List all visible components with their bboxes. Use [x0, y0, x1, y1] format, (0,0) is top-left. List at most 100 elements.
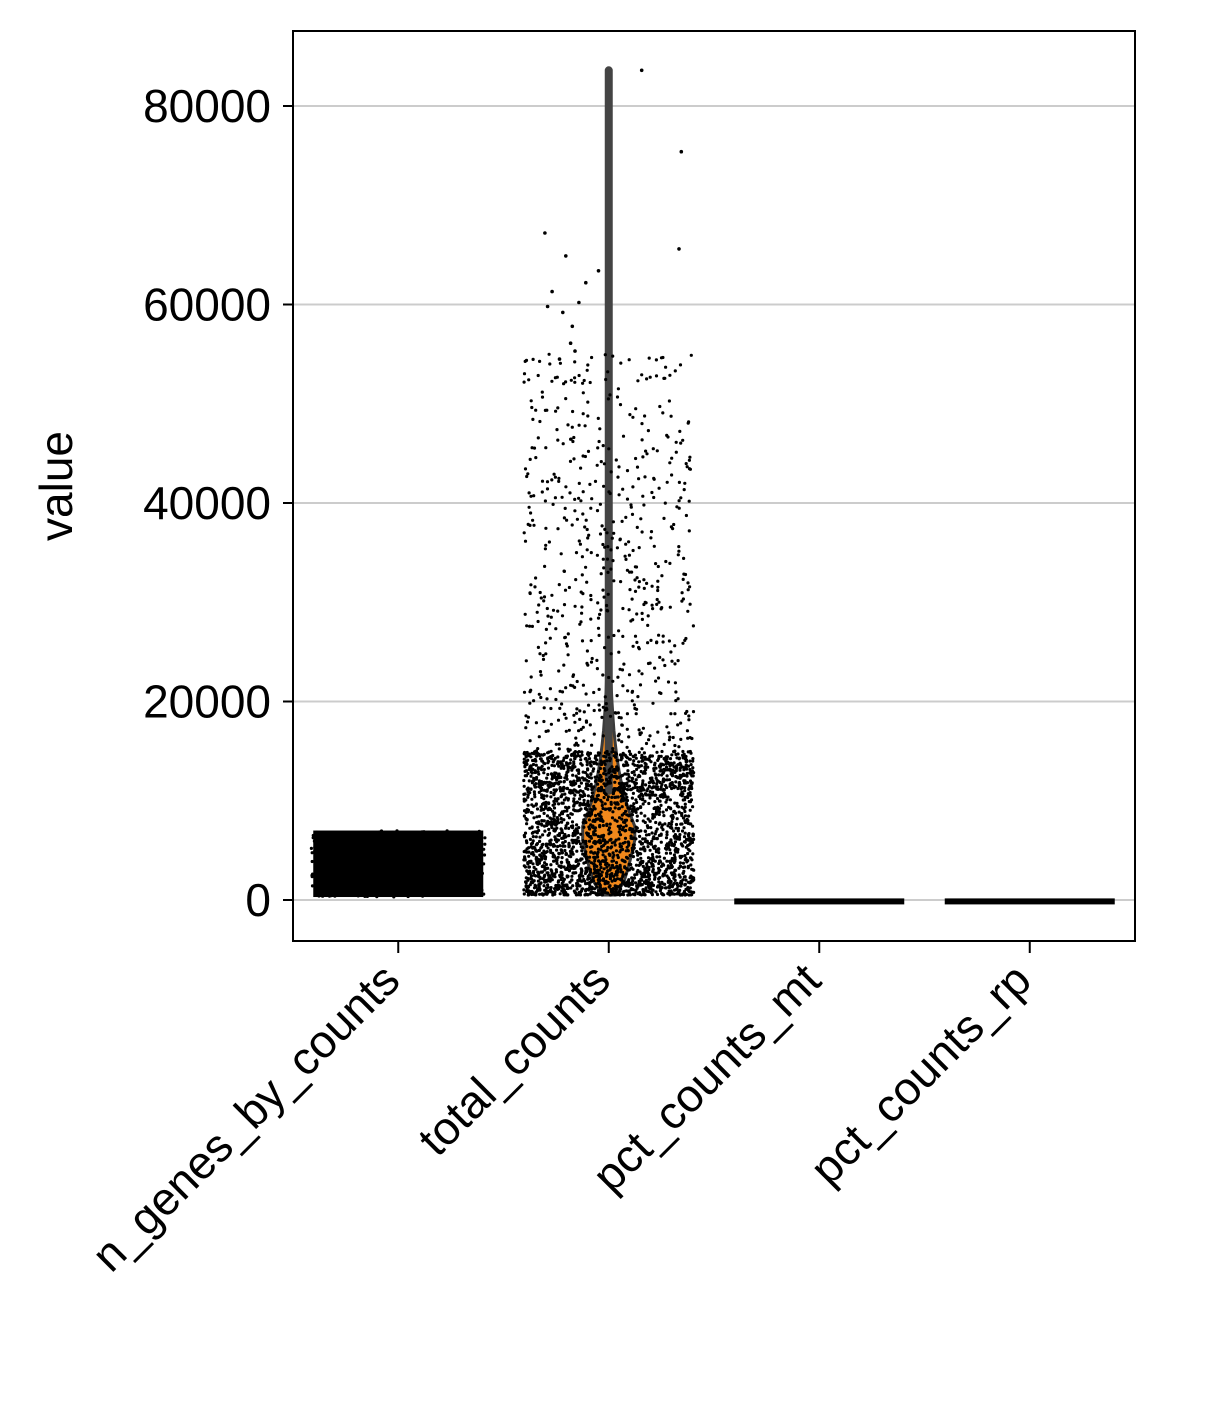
data-point	[670, 771, 674, 776]
data-point	[586, 768, 590, 772]
data-point	[652, 495, 656, 500]
data-point	[647, 833, 651, 837]
data-point	[655, 827, 659, 831]
data-point	[447, 875, 451, 879]
data-point	[564, 796, 568, 800]
data-point	[691, 710, 696, 714]
data-point	[659, 832, 663, 836]
data-point	[323, 864, 327, 868]
data-point	[580, 555, 585, 559]
data-point	[343, 879, 348, 884]
data-point	[397, 870, 401, 874]
data-point	[590, 497, 594, 501]
data-point	[667, 762, 671, 766]
data-point	[371, 842, 375, 846]
data-point	[536, 767, 541, 771]
data-point	[626, 772, 630, 776]
data-point	[683, 802, 687, 806]
data-point	[527, 505, 531, 509]
data-point	[430, 857, 434, 861]
data-point	[643, 837, 647, 841]
data-point	[599, 841, 603, 845]
data-point	[643, 600, 647, 604]
data-point	[573, 829, 577, 833]
data-point	[684, 760, 688, 764]
data-point	[635, 576, 639, 580]
outlier-point	[577, 300, 581, 305]
data-point	[642, 751, 647, 755]
data-point	[686, 859, 690, 863]
data-point	[667, 399, 672, 403]
data-point	[646, 880, 651, 884]
data-point	[352, 889, 356, 893]
data-point	[578, 709, 582, 713]
data-point	[655, 782, 659, 786]
data-point	[631, 804, 635, 808]
data-point	[668, 373, 672, 377]
data-point	[679, 441, 683, 445]
data-point	[390, 835, 394, 839]
data-point	[649, 638, 653, 643]
data-point	[601, 588, 605, 592]
data-point	[395, 886, 399, 891]
data-point	[596, 782, 600, 786]
data-point	[670, 774, 675, 778]
data-point	[641, 726, 646, 730]
data-point	[575, 517, 580, 521]
data-point	[654, 890, 658, 894]
data-point	[534, 867, 538, 871]
data-point	[442, 892, 446, 896]
data-point	[587, 775, 591, 780]
data-point	[559, 762, 563, 766]
data-point	[673, 743, 677, 748]
data-point	[537, 603, 541, 607]
data-point	[662, 742, 666, 747]
data-point	[625, 497, 630, 501]
data-point	[611, 791, 616, 795]
strip-points	[309, 68, 696, 899]
data-point	[658, 799, 662, 803]
data-point	[630, 830, 634, 834]
data-point	[369, 892, 373, 896]
data-point	[446, 881, 450, 885]
data-point	[651, 785, 656, 789]
data-point	[678, 855, 683, 859]
data-point	[688, 881, 692, 885]
data-point	[311, 836, 315, 840]
data-point	[679, 884, 683, 888]
data-point	[536, 747, 540, 751]
data-point	[525, 850, 529, 854]
data-point	[609, 893, 613, 897]
data-point	[586, 814, 590, 818]
data-point	[629, 619, 633, 623]
data-point	[572, 779, 576, 783]
data-point	[526, 472, 530, 476]
data-point	[562, 780, 566, 784]
data-point	[464, 860, 468, 864]
data-point	[668, 757, 673, 761]
data-point	[613, 788, 617, 792]
data-point	[635, 800, 639, 805]
data-point	[619, 580, 623, 584]
data-point	[681, 577, 685, 582]
data-point	[577, 373, 581, 378]
data-point	[621, 870, 625, 874]
data-point	[691, 624, 696, 628]
data-point	[676, 697, 680, 701]
data-point	[613, 767, 617, 772]
data-point	[633, 753, 638, 757]
data-point	[548, 622, 552, 626]
data-point	[601, 853, 605, 857]
data-point	[660, 794, 664, 799]
data-point	[616, 734, 620, 738]
data-point	[463, 883, 467, 888]
data-point	[582, 825, 586, 829]
data-point	[678, 363, 683, 367]
data-point	[527, 854, 531, 858]
data-point	[418, 882, 423, 886]
data-point	[537, 782, 541, 786]
data-point	[548, 879, 552, 883]
data-point	[579, 758, 583, 762]
data-point	[536, 770, 540, 774]
data-point	[691, 759, 695, 763]
